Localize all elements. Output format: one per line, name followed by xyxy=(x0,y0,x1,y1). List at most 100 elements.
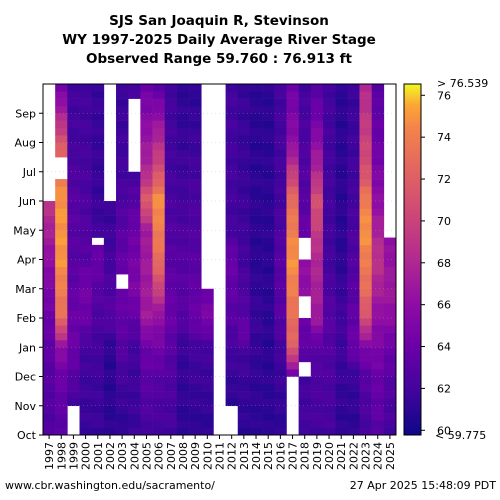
heatmap-cell xyxy=(176,318,190,326)
heatmap-cell xyxy=(262,193,275,202)
year-tick-label: 2014 xyxy=(250,442,263,470)
year-tick-label: 2010 xyxy=(201,442,214,470)
heatmap-cell xyxy=(67,347,80,355)
heatmap-cell xyxy=(79,179,92,187)
heatmap-cell xyxy=(189,113,202,121)
heatmap-cell xyxy=(43,208,56,216)
heatmap-cell xyxy=(67,274,80,282)
heatmap-cell xyxy=(286,288,299,297)
heatmap-cell xyxy=(335,135,348,143)
heatmap-cell xyxy=(298,398,312,407)
heatmap-cell xyxy=(189,318,202,326)
heatmap-cell xyxy=(286,296,299,304)
heatmap-cell xyxy=(67,318,80,326)
heatmap-cell xyxy=(164,186,178,194)
heatmap-cell xyxy=(286,281,299,290)
heatmap-cell xyxy=(286,179,299,187)
heatmap-cell xyxy=(176,179,190,187)
heatmap-cell xyxy=(274,339,287,348)
heatmap-cell xyxy=(262,230,275,238)
heatmap-cell xyxy=(262,281,275,290)
heatmap-cell xyxy=(201,318,214,326)
heatmap-cell xyxy=(322,113,336,121)
heatmap-cell xyxy=(383,398,397,407)
heatmap-cell xyxy=(286,332,299,341)
heatmap-cell xyxy=(322,91,336,99)
heatmap-cell xyxy=(347,259,360,268)
heatmap-cell xyxy=(371,157,385,165)
heatmap-cell xyxy=(359,391,372,399)
heatmap-cell xyxy=(225,84,239,92)
heatmap-cell xyxy=(322,296,336,304)
heatmap-cell xyxy=(249,127,263,136)
heatmap-cell xyxy=(164,339,178,348)
heatmap-cell xyxy=(359,230,372,238)
heatmap-cell xyxy=(225,274,239,282)
heatmap-cell xyxy=(262,303,275,311)
heatmap-cell xyxy=(359,369,372,377)
heatmap-cell xyxy=(176,84,190,92)
heatmap-cell xyxy=(359,171,372,180)
heatmap-cell xyxy=(91,420,105,428)
heatmap-cell xyxy=(225,310,239,319)
heatmap-cell xyxy=(67,84,80,92)
heatmap-cell xyxy=(201,310,214,319)
heatmap-cell xyxy=(55,281,68,290)
heatmap-cell xyxy=(152,113,166,121)
heatmap-cell xyxy=(140,347,153,355)
heatmap-cell xyxy=(359,208,372,216)
heatmap-cell xyxy=(335,332,348,341)
heatmap-cell xyxy=(359,142,372,151)
year-tick-label: 2007 xyxy=(165,442,178,470)
month-tick-label: Apr xyxy=(17,254,37,267)
heatmap-cell xyxy=(189,84,202,92)
heatmap-cell xyxy=(176,171,190,180)
heatmap-cell xyxy=(67,230,80,238)
heatmap-cell xyxy=(347,274,360,282)
heatmap-cell xyxy=(335,266,348,275)
heatmap-cell xyxy=(237,201,251,209)
heatmap-cell xyxy=(140,127,153,136)
heatmap-cell xyxy=(164,237,178,246)
heatmap-cell xyxy=(116,127,129,136)
heatmap-cell xyxy=(298,84,312,92)
heatmap-cell xyxy=(347,120,360,129)
heatmap-cell xyxy=(237,91,251,99)
year-tick-label: 2006 xyxy=(153,442,166,470)
heatmap-cell xyxy=(201,303,214,311)
heatmap-cell xyxy=(43,266,56,275)
heatmap-cell xyxy=(116,369,129,377)
heatmap-cell xyxy=(201,288,214,297)
heatmap-cell xyxy=(116,157,129,165)
heatmap-cell xyxy=(322,310,336,319)
heatmap-cell xyxy=(322,303,336,311)
month-tick-label: Jan xyxy=(18,341,36,354)
heatmap-cell xyxy=(152,215,166,224)
heatmap-cell xyxy=(152,332,166,341)
heatmap-cell xyxy=(79,303,92,311)
heatmap-cell xyxy=(322,164,336,173)
heatmap-cell xyxy=(322,318,336,326)
heatmap-cell xyxy=(274,186,287,194)
heatmap-cell xyxy=(225,105,239,114)
heatmap-cell xyxy=(164,354,178,363)
heatmap-cell xyxy=(262,318,275,326)
heatmap-cell xyxy=(322,259,336,268)
heatmap-cell xyxy=(176,303,190,311)
heatmap-cell xyxy=(79,296,92,304)
heatmap-cell xyxy=(164,427,178,436)
heatmap-cell xyxy=(67,215,80,224)
heatmap-cell xyxy=(274,222,287,231)
heatmap-cell xyxy=(128,310,141,319)
heatmap-cell xyxy=(310,332,324,341)
heatmap-cell xyxy=(274,230,287,238)
heatmap-cell xyxy=(91,193,105,202)
heatmap-cell xyxy=(164,361,178,370)
heatmap-cell xyxy=(140,405,153,414)
heatmap-cell xyxy=(249,91,263,99)
heatmap-cell xyxy=(371,325,385,333)
heatmap-cell xyxy=(79,405,92,414)
heatmap-cell xyxy=(237,237,251,246)
heatmap-cell xyxy=(322,135,336,143)
heatmap-cell xyxy=(298,105,312,114)
